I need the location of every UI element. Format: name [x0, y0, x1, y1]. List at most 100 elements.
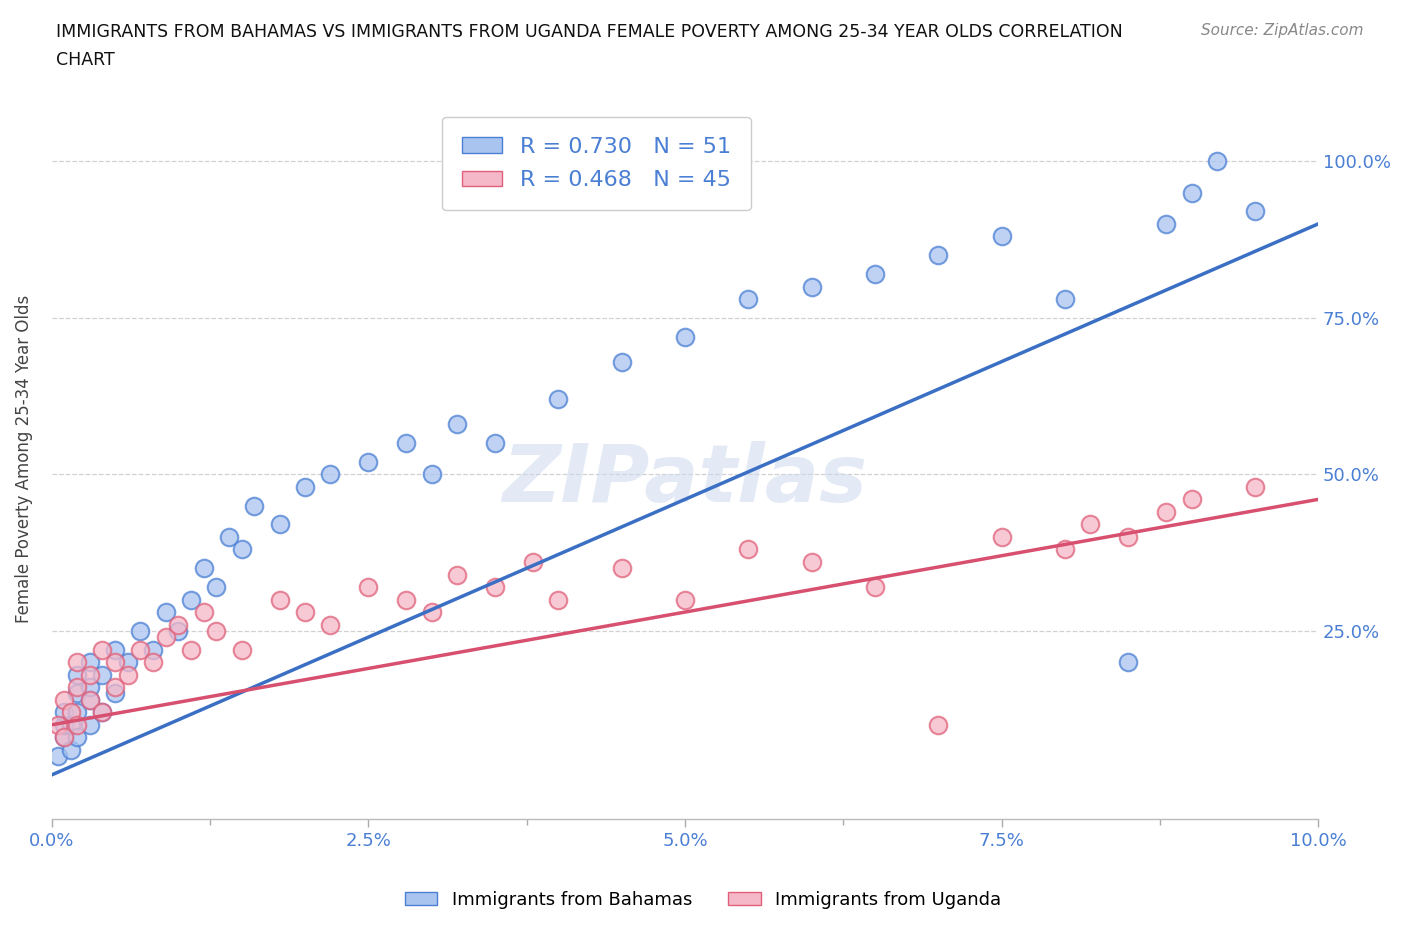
Y-axis label: Female Poverty Among 25-34 Year Olds: Female Poverty Among 25-34 Year Olds: [15, 295, 32, 623]
Point: [104, 686, 127, 701]
Point: [1180, 185, 1202, 200]
Text: ZIPatlas: ZIPatlas: [502, 442, 868, 519]
Point: [66, 667, 89, 682]
Point: [269, 592, 291, 607]
Point: [990, 229, 1012, 244]
Point: [863, 579, 886, 594]
Point: [66, 686, 89, 701]
Point: [129, 643, 152, 658]
Point: [863, 267, 886, 282]
Point: [1180, 492, 1202, 507]
Point: [294, 604, 316, 619]
Point: [990, 529, 1012, 544]
Point: [59, 742, 82, 757]
Point: [91, 705, 114, 720]
Point: [59, 717, 82, 732]
Point: [420, 467, 443, 482]
Point: [420, 604, 443, 619]
Point: [180, 592, 202, 607]
Point: [1205, 153, 1227, 168]
Point: [46, 717, 69, 732]
Text: Source: ZipAtlas.com: Source: ZipAtlas.com: [1201, 23, 1364, 38]
Point: [91, 705, 114, 720]
Point: [800, 279, 823, 294]
Point: [104, 655, 127, 670]
Point: [142, 655, 165, 670]
Point: [357, 579, 380, 594]
Point: [53, 730, 76, 745]
Point: [737, 292, 759, 307]
Point: [1243, 204, 1265, 219]
Text: IMMIGRANTS FROM BAHAMAS VS IMMIGRANTS FROM UGANDA FEMALE POVERTY AMONG 25-34 YEA: IMMIGRANTS FROM BAHAMAS VS IMMIGRANTS FR…: [56, 23, 1123, 41]
Point: [91, 667, 114, 682]
Point: [231, 643, 253, 658]
Point: [53, 717, 76, 732]
Point: [79, 680, 101, 695]
Point: [79, 717, 101, 732]
Point: [737, 542, 759, 557]
Point: [79, 667, 101, 682]
Point: [193, 604, 215, 619]
Point: [269, 517, 291, 532]
Point: [79, 692, 101, 707]
Point: [231, 542, 253, 557]
Point: [104, 643, 127, 658]
Point: [1154, 504, 1177, 519]
Point: [180, 643, 202, 658]
Point: [104, 680, 127, 695]
Point: [1116, 655, 1139, 670]
Point: [79, 692, 101, 707]
Point: [484, 579, 506, 594]
Point: [129, 623, 152, 638]
Text: CHART: CHART: [56, 51, 115, 69]
Point: [155, 604, 177, 619]
Point: [53, 692, 76, 707]
Point: [53, 705, 76, 720]
Point: [294, 480, 316, 495]
Point: [610, 561, 633, 576]
Point: [319, 467, 342, 482]
Point: [205, 579, 228, 594]
Point: [319, 618, 342, 632]
Point: [142, 643, 165, 658]
Point: [673, 592, 696, 607]
Point: [927, 247, 949, 262]
Point: [167, 623, 190, 638]
Point: [395, 592, 418, 607]
Legend: Immigrants from Bahamas, Immigrants from Uganda: Immigrants from Bahamas, Immigrants from…: [398, 884, 1008, 916]
Point: [218, 529, 240, 544]
Point: [357, 455, 380, 470]
Point: [547, 392, 569, 406]
Point: [66, 655, 89, 670]
Point: [1053, 542, 1076, 557]
Point: [117, 667, 139, 682]
Point: [1078, 517, 1101, 532]
Legend: R = 0.730   N = 51, R = 0.468   N = 45: R = 0.730 N = 51, R = 0.468 N = 45: [441, 117, 751, 210]
Point: [446, 417, 468, 432]
Point: [193, 561, 215, 576]
Point: [53, 730, 76, 745]
Point: [243, 498, 266, 513]
Point: [1053, 292, 1076, 307]
Point: [800, 554, 823, 569]
Point: [79, 655, 101, 670]
Point: [610, 354, 633, 369]
Point: [59, 705, 82, 720]
Point: [446, 567, 468, 582]
Point: [1154, 217, 1177, 232]
Point: [522, 554, 544, 569]
Point: [66, 730, 89, 745]
Point: [155, 630, 177, 644]
Point: [547, 592, 569, 607]
Point: [205, 623, 228, 638]
Point: [1116, 529, 1139, 544]
Point: [484, 435, 506, 450]
Point: [927, 717, 949, 732]
Point: [66, 717, 89, 732]
Point: [46, 749, 69, 764]
Point: [117, 655, 139, 670]
Point: [1243, 480, 1265, 495]
Point: [167, 618, 190, 632]
Point: [91, 643, 114, 658]
Point: [66, 680, 89, 695]
